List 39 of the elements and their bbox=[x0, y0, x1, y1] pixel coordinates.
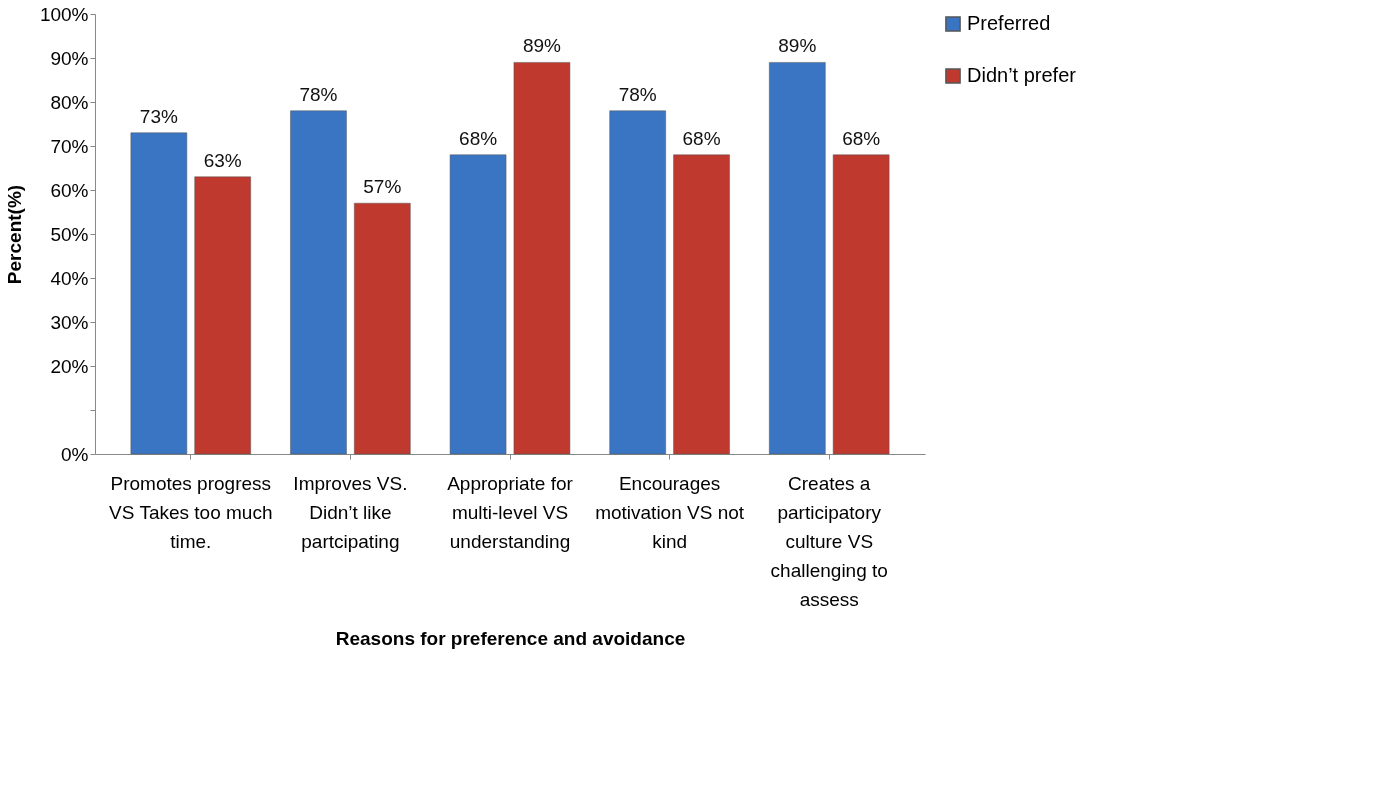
bar bbox=[449, 154, 507, 455]
data-label: 63% bbox=[203, 149, 242, 171]
data-label: 68% bbox=[682, 127, 721, 149]
legend-label: Didn’t prefer bbox=[967, 64, 1077, 86]
x-axis-title: Reasons for preference and avoidance bbox=[335, 627, 686, 649]
bar bbox=[130, 132, 188, 455]
y-tick-label: 0% bbox=[61, 443, 89, 465]
y-tick-label: 30% bbox=[50, 311, 89, 333]
y-tick-label: 80% bbox=[50, 91, 89, 113]
x-tick-label: Creates a participatory culture VS challenging to assess bbox=[770, 472, 888, 610]
bar bbox=[513, 62, 571, 455]
bar bbox=[769, 62, 826, 455]
bar bbox=[609, 110, 666, 455]
data-label: 89% bbox=[778, 35, 817, 57]
y-tick-label: 50% bbox=[50, 223, 89, 245]
y-tick-label: 20% bbox=[50, 355, 89, 377]
data-label: 73% bbox=[139, 105, 178, 127]
data-label: 78% bbox=[299, 83, 338, 105]
y-tick-label: 100% bbox=[39, 3, 89, 25]
y-axis-title: Percent(%) bbox=[3, 184, 25, 285]
bar bbox=[673, 154, 730, 455]
legend-label: Preferred bbox=[967, 12, 1051, 34]
x-tick-label: Improves VS. Didn’t like partcipating bbox=[293, 472, 408, 552]
bar bbox=[194, 176, 251, 455]
x-tick-label: Appropriate for multi-level VS understanding bbox=[447, 472, 574, 552]
data-label: 89% bbox=[522, 35, 562, 57]
bar bbox=[354, 202, 411, 455]
bar bbox=[832, 154, 890, 455]
x-tick-label: Promotes progress VS Takes too much time. bbox=[109, 472, 273, 552]
bar bbox=[290, 110, 347, 455]
y-tick-label: 40% bbox=[50, 267, 89, 289]
data-label: 68% bbox=[842, 127, 881, 149]
y-tick-label: 70% bbox=[50, 135, 89, 157]
y-tick-label: 60% bbox=[50, 179, 89, 201]
x-tick-label: Encourages motivation VS not kind bbox=[595, 472, 745, 552]
data-label: 57% bbox=[363, 176, 402, 198]
data-label: 78% bbox=[618, 83, 657, 105]
y-tick-label: 90% bbox=[50, 47, 89, 69]
data-label: 68% bbox=[459, 127, 498, 149]
